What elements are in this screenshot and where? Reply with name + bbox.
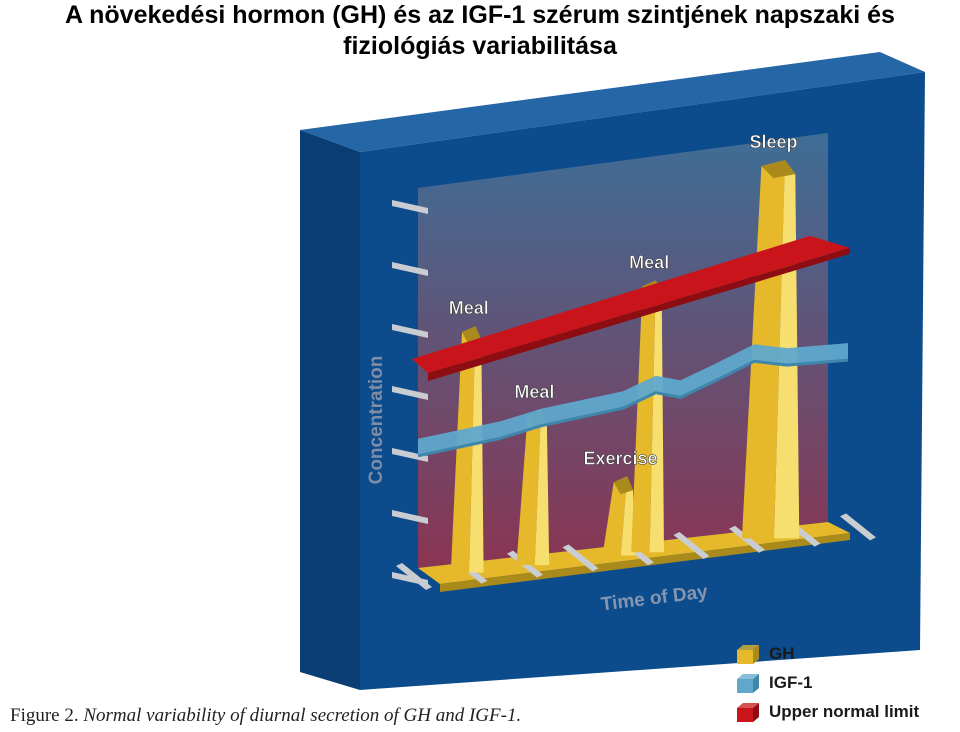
x-tick: [673, 532, 710, 559]
swatch-side: [753, 703, 759, 722]
gh-peak-label-5: Sleep: [749, 132, 797, 152]
upper-limit-series: [412, 235, 850, 381]
igf1-series: [417, 343, 849, 458]
upper-limit-edge: [428, 247, 850, 381]
frame-side: [300, 130, 360, 690]
page-title: A növekedési hormon (GH) és az IGF-1 szé…: [0, 0, 960, 62]
gh-peak-back: [450, 326, 476, 573]
gh-peak-label-1: Meal: [449, 298, 489, 318]
gh-peak-back: [516, 409, 541, 566]
gh-peak-back: [631, 280, 656, 553]
x-tick: [840, 513, 876, 541]
swatch-top: [737, 674, 759, 679]
legend-label-igf1: IGF-1: [769, 673, 813, 692]
legend-swatch-gh: [737, 645, 759, 664]
gh-peak-back: [602, 476, 628, 556]
y-ticks: [392, 200, 428, 586]
x-tick: [396, 563, 432, 590]
swatch-side: [753, 674, 759, 693]
x-tick: [729, 525, 765, 553]
gh-peak-right: [649, 280, 664, 553]
gh-peak-label-2: Meal: [514, 382, 554, 402]
frame-top: [300, 52, 925, 152]
x-tick: [562, 544, 599, 572]
legend-swatch-upper-limit: [737, 703, 759, 722]
gh-peak-cap: [613, 476, 633, 495]
swatch-front: [737, 650, 753, 664]
gh-peak-label-4: Meal: [629, 252, 669, 272]
y-tick: [392, 510, 428, 524]
gh-peak-label-3: Exercise: [583, 448, 657, 468]
swatch-front: [737, 708, 753, 722]
swatch-top: [737, 645, 759, 650]
gh-peak-cap: [761, 160, 796, 179]
legend-label-gh: GH: [769, 644, 795, 663]
gh-peak-right: [620, 476, 636, 556]
swatch-top: [737, 703, 759, 708]
legend-swatch-igf1: [737, 674, 759, 693]
page-title-line-2: fiziológiás variabilitása: [343, 32, 617, 60]
igf1-edge: [417, 358, 849, 458]
upper-limit-band: [412, 235, 850, 373]
y-axis-label: Concentration: [366, 356, 387, 485]
caption-text: Normal variability of diurnal secretion …: [83, 705, 522, 726]
gh-peak-3: [602, 476, 636, 556]
legend-label-upper-limit: Upper normal limit: [769, 702, 920, 721]
y-tick: [392, 324, 428, 338]
swatch-front: [737, 679, 753, 693]
y-tick: [392, 448, 428, 462]
y-tick: [392, 200, 428, 214]
igf1-ribbon: [418, 343, 848, 457]
swatch-side: [753, 645, 759, 664]
gh-peak-right: [469, 326, 484, 573]
y-tick: [392, 262, 428, 276]
caption-label: Figure 2.: [10, 705, 79, 726]
peak-labels: Meal Meal Exercise Meal Sleep: [448, 132, 797, 469]
plot-background: [418, 133, 828, 568]
page-title-line-1: A növekedési hormon (GH) és az IGF-1 szé…: [65, 1, 895, 29]
plot-panel: [418, 133, 828, 568]
figure-caption: Figure 2. Normal variability of diurnal …: [10, 705, 521, 727]
gh-peak-right: [534, 409, 550, 566]
y-tick: [392, 386, 428, 400]
gh-peak-1: [450, 326, 484, 573]
